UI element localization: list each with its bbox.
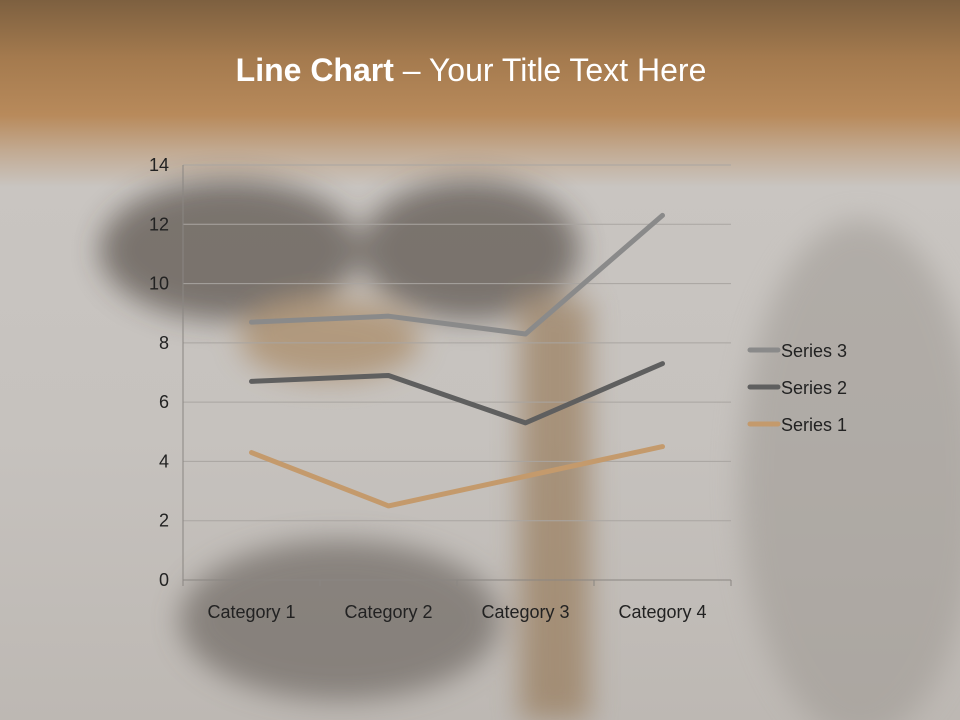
x-tick-label: Category 4 — [618, 602, 706, 622]
series-line-3 — [249, 212, 665, 337]
legend-label: Series 1 — [781, 415, 847, 435]
legend-label: Series 3 — [781, 341, 847, 361]
series-line-1 — [249, 444, 665, 509]
y-tick-label: 6 — [159, 392, 169, 412]
y-tick-label: 4 — [159, 451, 169, 471]
y-tick-label: 2 — [159, 511, 169, 531]
series-line-2 — [249, 361, 665, 426]
slide-title: Line Chart – Your Title Text Here — [0, 52, 942, 89]
x-tick-label: Category 1 — [207, 602, 295, 622]
y-tick-label: 8 — [159, 333, 169, 353]
x-tick-label: Category 3 — [481, 602, 569, 622]
x-tick-label: Category 2 — [344, 602, 432, 622]
y-tick-label: 14 — [149, 155, 169, 175]
y-tick-label: 12 — [149, 214, 169, 234]
legend-label: Series 2 — [781, 378, 847, 398]
title-bold: Line Chart — [235, 52, 394, 88]
y-tick-label: 10 — [149, 274, 169, 294]
y-tick-label: 0 — [159, 570, 169, 590]
title-rest: – Your Title Text Here — [393, 52, 707, 88]
